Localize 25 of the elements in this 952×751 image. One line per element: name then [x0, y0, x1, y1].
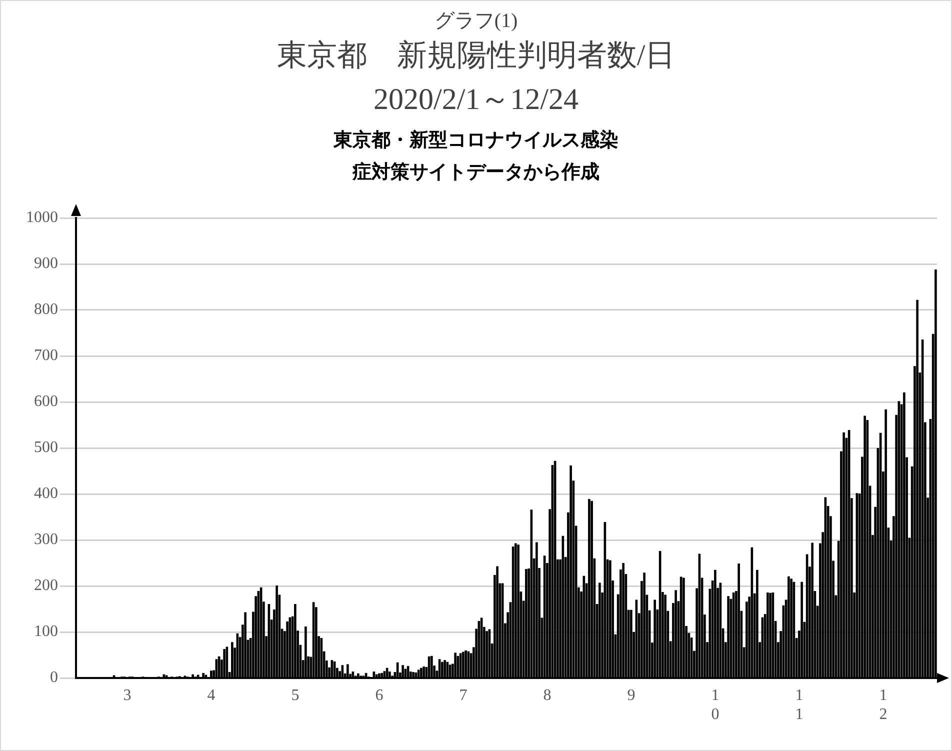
text: 東京都・新型コロナウイルス感染症対策サイトデータから作成 [332, 128, 620, 185]
y-tick-label: 800 [34, 301, 58, 318]
y-tick-label: 400 [34, 485, 58, 502]
y-tick-label: 900 [34, 255, 58, 272]
x-tick-label: 10 [711, 686, 720, 724]
chart-title: 東京都 新規陽性判明者数/日 [276, 38, 676, 74]
y-tick-label: 0 [50, 669, 58, 686]
x-tick-label: 3 [123, 686, 132, 704]
y-tick-label: 300 [34, 531, 58, 548]
x-tick-label: 8 [543, 686, 552, 704]
x-tick-label: 9 [627, 686, 636, 704]
x-tick-label: 6 [375, 686, 384, 704]
x-tick-label: 4 [207, 686, 216, 704]
y-tick-label: 100 [34, 623, 58, 640]
x-tick-label: 5 [291, 686, 300, 704]
chart-subtitle: 2020/2/1～12/24 [372, 82, 580, 118]
y-tick-label: 1000 [26, 209, 58, 226]
y-tick-label: 600 [34, 393, 58, 410]
y-tick-label: 700 [34, 347, 58, 364]
x-tick-label: 11 [795, 686, 804, 724]
x-tick-label: 7 [459, 686, 468, 704]
text: グラフ(1) [433, 9, 519, 34]
x-tick-label: 12 [879, 686, 888, 724]
y-tick-label: 500 [34, 439, 58, 456]
y-tick-label: 200 [34, 577, 58, 594]
